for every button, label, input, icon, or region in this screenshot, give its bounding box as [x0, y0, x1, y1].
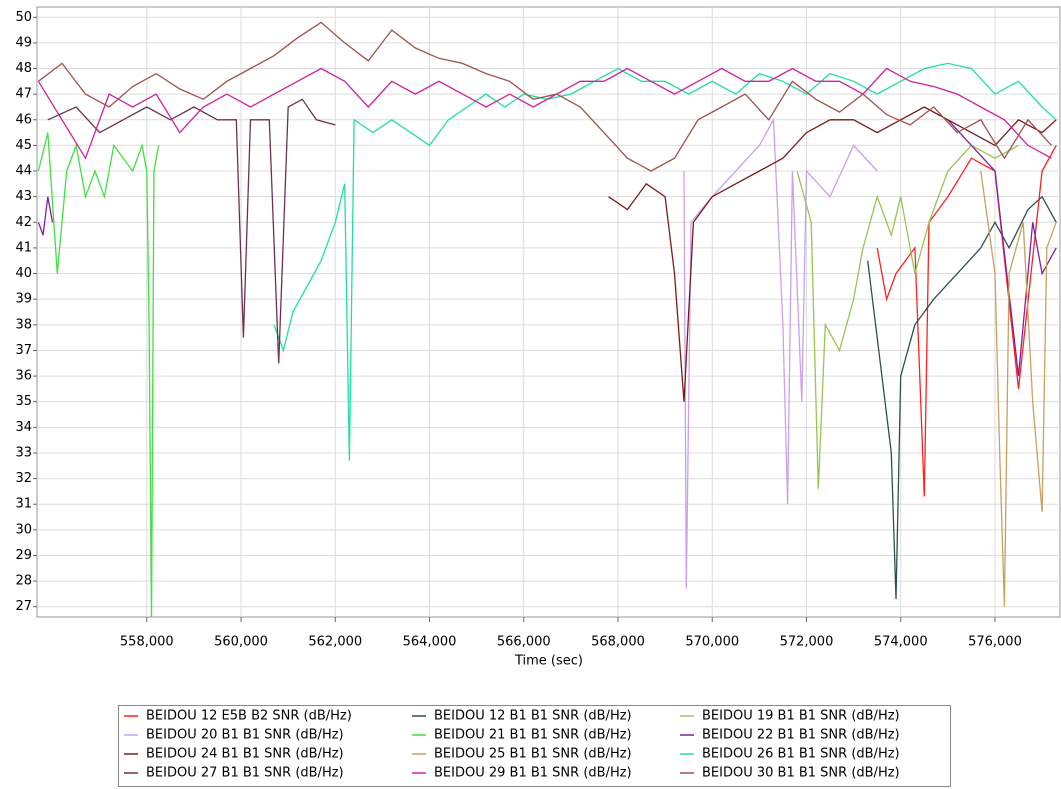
series-line — [796, 144, 1019, 489]
legend-label: BEIDOU 30 B1 B1 SNR (dB/Hz) — [702, 766, 900, 781]
y-tick-label: 40 — [15, 266, 32, 281]
y-tick-label: 36 — [15, 369, 32, 384]
x-tick-label: 564,000 — [403, 635, 457, 650]
y-tick-label: 47 — [15, 87, 32, 102]
legend-label: BEIDOU 24 B1 B1 SNR (dB/Hz) — [146, 747, 344, 762]
y-tick-label: 38 — [15, 317, 32, 332]
series-line — [980, 170, 1057, 607]
y-tick-label: 39 — [15, 292, 32, 307]
y-tick-label: 27 — [15, 599, 32, 614]
y-tick-label: 35 — [15, 394, 32, 409]
y-tick-label: 30 — [15, 522, 32, 537]
y-tick-label: 32 — [15, 471, 32, 486]
x-tick-label: 576,000 — [968, 635, 1022, 650]
y-tick-label: 48 — [15, 61, 32, 76]
y-tick-label: 29 — [15, 548, 32, 563]
labels: 27 28 29 30 31 32 33 34 35 36 37 38 39 40 41 42 43 44 45 46… — [15, 10, 1021, 781]
x-tick-label: 566,000 — [497, 635, 551, 650]
x-tick-label: 570,000 — [685, 635, 739, 650]
y-tick-label: 37 — [15, 343, 32, 358]
grid — [33, 7, 1060, 622]
x-tick-label: 560,000 — [214, 635, 268, 650]
x-tick-label: 572,000 — [780, 635, 834, 650]
plot-area — [36, 6, 1061, 618]
y-tick-label: 31 — [15, 497, 32, 512]
series-line — [37, 119, 1057, 377]
series-line — [38, 21, 1052, 172]
x-axis-label: Time (sec) — [514, 654, 583, 669]
legend-label: BEIDOU 26 B1 B1 SNR (dB/Hz) — [702, 747, 900, 762]
lines — [37, 21, 1057, 617]
x-tick-label: 558,000 — [120, 635, 174, 650]
series-line — [683, 117, 878, 589]
y-tick-label: 43 — [15, 189, 32, 204]
series-line — [867, 195, 1057, 600]
x-tick-label: 568,000 — [591, 635, 645, 650]
legend-label: BEIDOU 29 B1 B1 SNR (dB/Hz) — [434, 766, 632, 781]
legend-label: BEIDOU 27 B1 B1 SNR (dB/Hz) — [146, 766, 344, 781]
legend-label: BEIDOU 22 B1 B1 SNR (dB/Hz) — [702, 728, 900, 743]
legend-label: BEIDOU 12 E5B B2 SNR (dB/Hz) — [146, 709, 352, 724]
y-tick-label: 41 — [15, 240, 32, 255]
series-line — [37, 132, 160, 617]
legend-label: BEIDOU 20 B1 B1 SNR (dB/Hz) — [146, 728, 344, 743]
series-line — [47, 98, 336, 364]
x-tick-label: 574,000 — [874, 635, 928, 650]
series-line — [608, 106, 1057, 402]
series-line — [37, 67, 1052, 160]
legend-box — [118, 705, 951, 787]
y-tick-label: 42 — [15, 215, 32, 230]
legend-label: BEIDOU 12 B1 B1 SNR (dB/Hz) — [434, 709, 632, 724]
legend-label: BEIDOU 21 B1 B1 SNR (dB/Hz) — [434, 728, 632, 743]
y-tick-label: 33 — [15, 445, 32, 460]
legend-label: BEIDOU 25 B1 B1 SNR (dB/Hz) — [434, 747, 632, 762]
y-tick-label: 50 — [15, 10, 32, 25]
y-tick-label: 34 — [15, 420, 32, 435]
legend-label: BEIDOU 19 B1 B1 SNR (dB/Hz) — [702, 709, 900, 724]
y-tick-label: 46 — [15, 112, 32, 127]
x-tick-label: 562,000 — [308, 635, 362, 650]
y-tick-label: 28 — [15, 574, 32, 589]
y-tick-label: 44 — [15, 164, 32, 179]
y-tick-label: 49 — [15, 35, 32, 50]
y-tick-label: 45 — [15, 138, 32, 153]
